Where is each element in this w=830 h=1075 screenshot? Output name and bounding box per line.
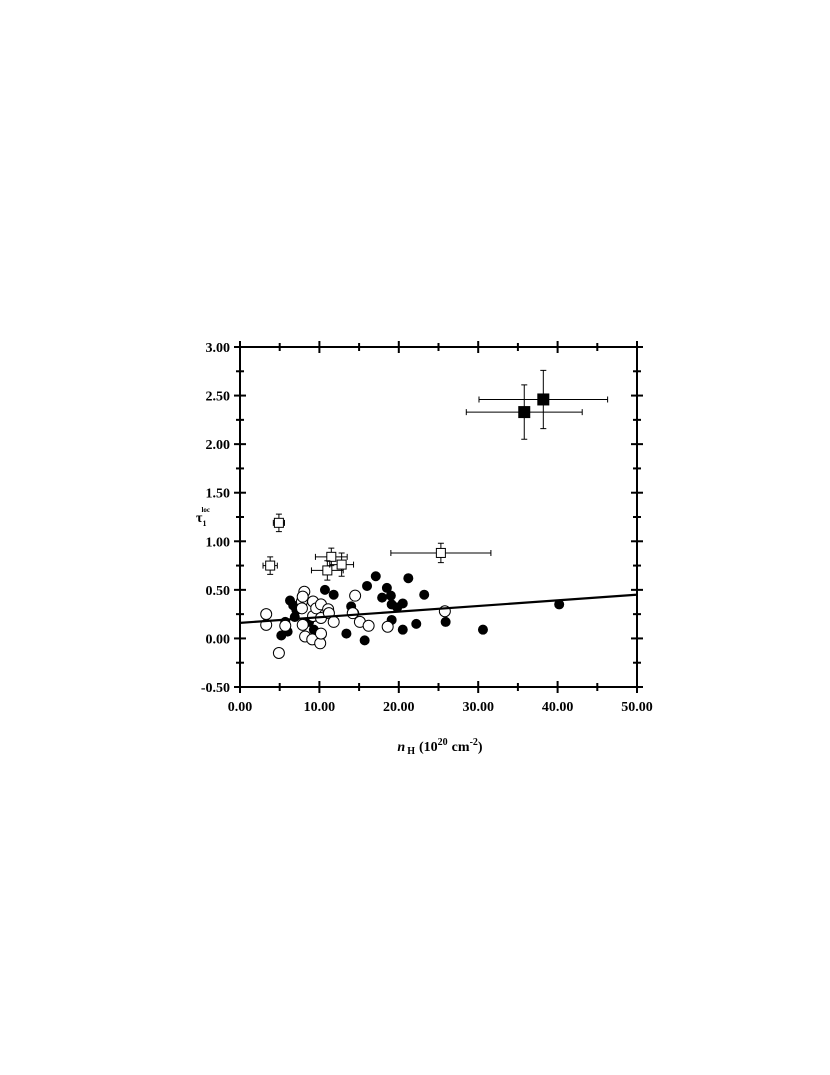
y-tick-label: 2.00 [206, 438, 231, 453]
y-tick-label: -0.50 [201, 681, 230, 696]
point [403, 573, 414, 584]
point [295, 602, 308, 615]
point [377, 592, 388, 603]
point [341, 628, 352, 639]
point [370, 571, 381, 582]
y-tick-label: 0.50 [206, 584, 231, 599]
y-tick-label: 3.00 [206, 341, 231, 356]
point [326, 551, 337, 562]
point [314, 627, 327, 640]
x-label-part: 20 [438, 737, 448, 748]
y-label-part: 1 [202, 519, 206, 528]
point [381, 582, 392, 593]
point [349, 589, 362, 602]
point [537, 393, 550, 406]
point [397, 624, 408, 635]
point [435, 547, 446, 558]
point [272, 647, 285, 659]
point [296, 590, 309, 603]
x-tick-label: 20.00 [383, 700, 415, 715]
point [327, 615, 340, 628]
point [359, 635, 370, 646]
point [260, 608, 273, 621]
y-tick-label: 1.50 [206, 487, 231, 502]
y-tick-label: 0.00 [206, 632, 231, 647]
point [397, 598, 408, 609]
point [322, 565, 333, 576]
point [419, 589, 430, 600]
point [477, 624, 488, 635]
point [411, 618, 422, 629]
y-label-part: loc [201, 506, 210, 514]
point [362, 580, 373, 591]
x-label-part: n [397, 740, 405, 755]
y-label-part: τ [196, 511, 203, 526]
point [279, 619, 292, 632]
point [381, 620, 394, 633]
point [336, 559, 347, 570]
point [265, 560, 276, 571]
x-tick-label: 10.00 [304, 700, 336, 715]
x-label-part: -2 [470, 737, 478, 748]
point [296, 618, 309, 631]
point [273, 517, 284, 528]
point [385, 590, 396, 601]
point [362, 619, 375, 632]
x-tick-label: 30.00 [462, 700, 494, 715]
point [518, 406, 531, 419]
x-label-part: (10 [419, 740, 438, 755]
y-tick-label: 1.00 [206, 535, 231, 550]
point [328, 589, 339, 600]
x-axis-label: n H (1020 cm-2) [397, 737, 482, 757]
y-tick-label: 2.50 [206, 390, 231, 405]
x-label-part: ) [478, 740, 483, 755]
x-tick-label: 40.00 [542, 700, 574, 715]
point [319, 584, 330, 595]
point [440, 616, 451, 627]
x-tick-label: 50.00 [621, 700, 653, 715]
fit-line [239, 593, 638, 624]
x-label-part: cm [452, 740, 470, 755]
y-axis-label: τ1 loc [196, 506, 210, 528]
x-tick-label: 0.00 [228, 700, 253, 715]
x-label-part: H [407, 746, 415, 757]
